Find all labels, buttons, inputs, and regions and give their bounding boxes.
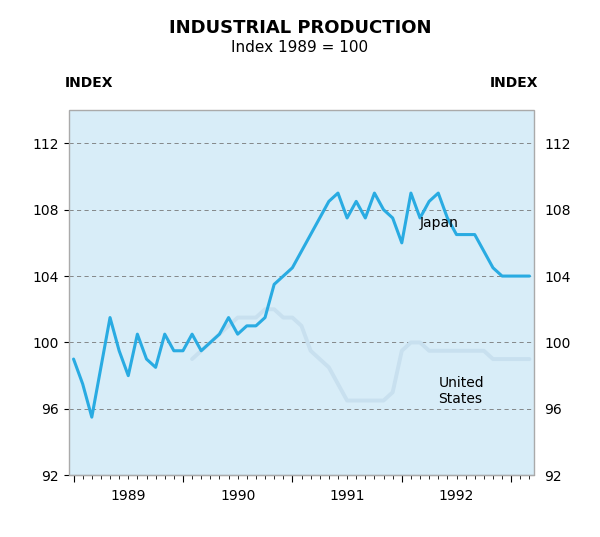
Text: Japan: Japan — [420, 215, 459, 230]
Text: 1992: 1992 — [439, 489, 474, 503]
Text: Index 1989 = 100: Index 1989 = 100 — [232, 40, 368, 55]
Text: INDEX: INDEX — [64, 76, 113, 90]
Text: INDEX: INDEX — [490, 76, 539, 90]
Text: 1989: 1989 — [110, 489, 146, 503]
Text: INDUSTRIAL PRODUCTION: INDUSTRIAL PRODUCTION — [169, 19, 431, 37]
Text: 1991: 1991 — [329, 489, 365, 503]
Text: 1990: 1990 — [220, 489, 256, 503]
Text: United
States: United States — [438, 376, 484, 406]
